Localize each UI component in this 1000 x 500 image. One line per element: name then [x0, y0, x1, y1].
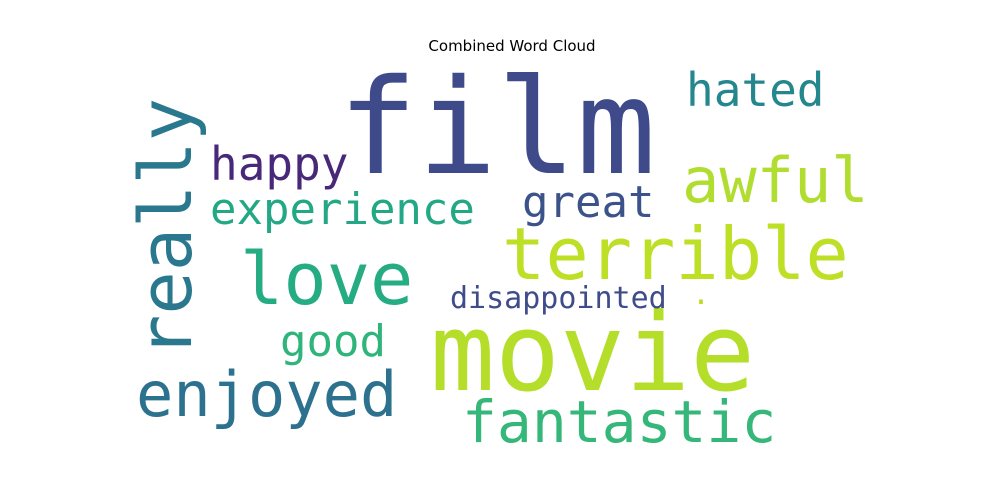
word-fantastic: fantastic — [462, 388, 777, 456]
figure-title: Combined Word Cloud — [428, 37, 596, 55]
word-film: film — [338, 51, 656, 205]
word-happy: happy — [210, 137, 349, 191]
word-disappointed: disappointed — [450, 281, 667, 316]
word-terrible: terrible — [502, 212, 849, 296]
word-love: love — [240, 237, 414, 321]
word-movie: movie — [430, 291, 756, 416]
word-hated: hated — [686, 63, 825, 117]
word-enjoyed: enjoyed — [136, 358, 398, 431]
word-awful: awful — [682, 144, 869, 217]
word-experience: experience — [210, 184, 475, 235]
word-dot: . — [692, 277, 711, 312]
word-really: really — [124, 97, 208, 358]
word-good: good — [280, 316, 386, 367]
word-great: great — [522, 177, 655, 228]
